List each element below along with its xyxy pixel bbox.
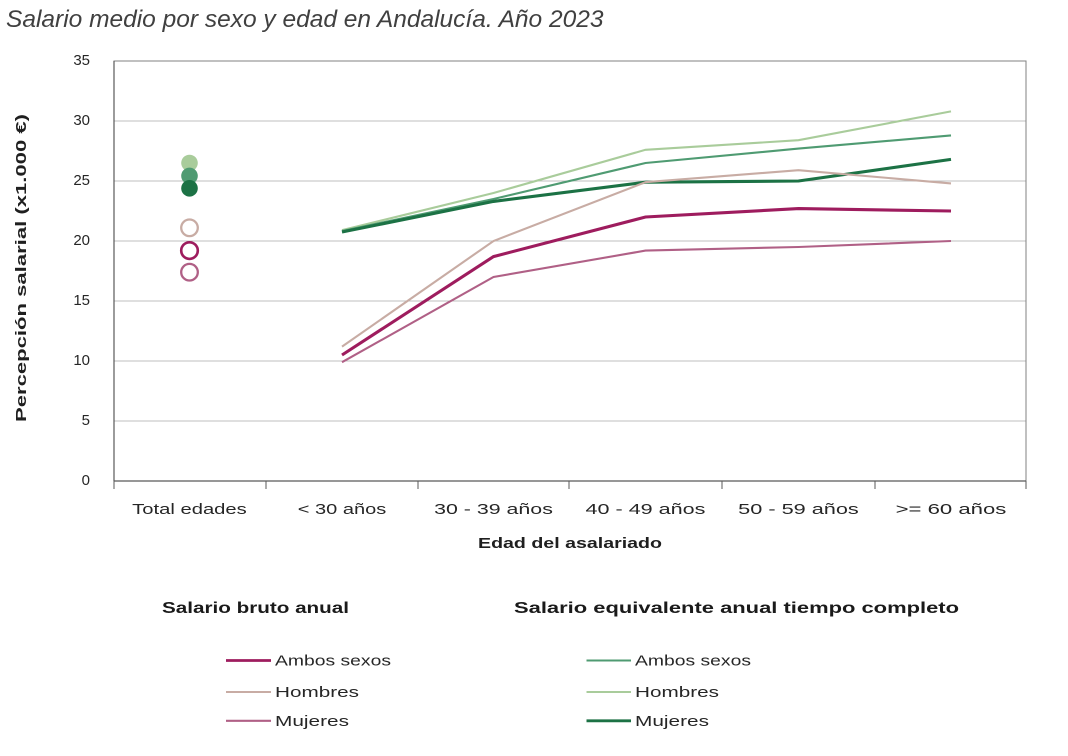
svg-text:Percepción salarial (x1.000 €): Percepción salarial (x1.000 €) bbox=[14, 114, 30, 422]
svg-text:Hombres: Hombres bbox=[635, 684, 719, 701]
svg-text:Salario equivalente anual tiem: Salario equivalente anual tiempo complet… bbox=[514, 600, 959, 617]
svg-text:Edad del asalariado: Edad del asalariado bbox=[478, 536, 662, 552]
svg-text:Mujeres: Mujeres bbox=[275, 713, 349, 730]
svg-text:Ambos sexos: Ambos sexos bbox=[275, 653, 391, 670]
svg-text:30: 30 bbox=[73, 112, 90, 129]
svg-text:>= 60 años: >= 60 años bbox=[896, 501, 1007, 518]
svg-text:50 - 59 años: 50 - 59 años bbox=[738, 501, 859, 518]
svg-text:35: 35 bbox=[73, 52, 90, 69]
svg-text:Hombres: Hombres bbox=[275, 684, 359, 701]
svg-text:20: 20 bbox=[73, 232, 90, 249]
svg-text:0: 0 bbox=[82, 472, 90, 489]
svg-text:Ambos sexos: Ambos sexos bbox=[635, 653, 751, 670]
svg-text:Salario bruto anual: Salario bruto anual bbox=[162, 600, 349, 617]
svg-text:25: 25 bbox=[73, 172, 90, 189]
svg-text:5: 5 bbox=[82, 412, 90, 429]
svg-text:10: 10 bbox=[73, 352, 90, 369]
svg-text:Mujeres: Mujeres bbox=[635, 713, 709, 730]
svg-text:15: 15 bbox=[73, 292, 90, 309]
svg-text:< 30 años: < 30 años bbox=[298, 501, 387, 518]
svg-text:40 - 49 años: 40 - 49 años bbox=[586, 501, 706, 518]
svg-text:Total edades: Total edades bbox=[132, 501, 247, 518]
svg-text:30 - 39 años: 30 - 39 años bbox=[434, 501, 553, 518]
